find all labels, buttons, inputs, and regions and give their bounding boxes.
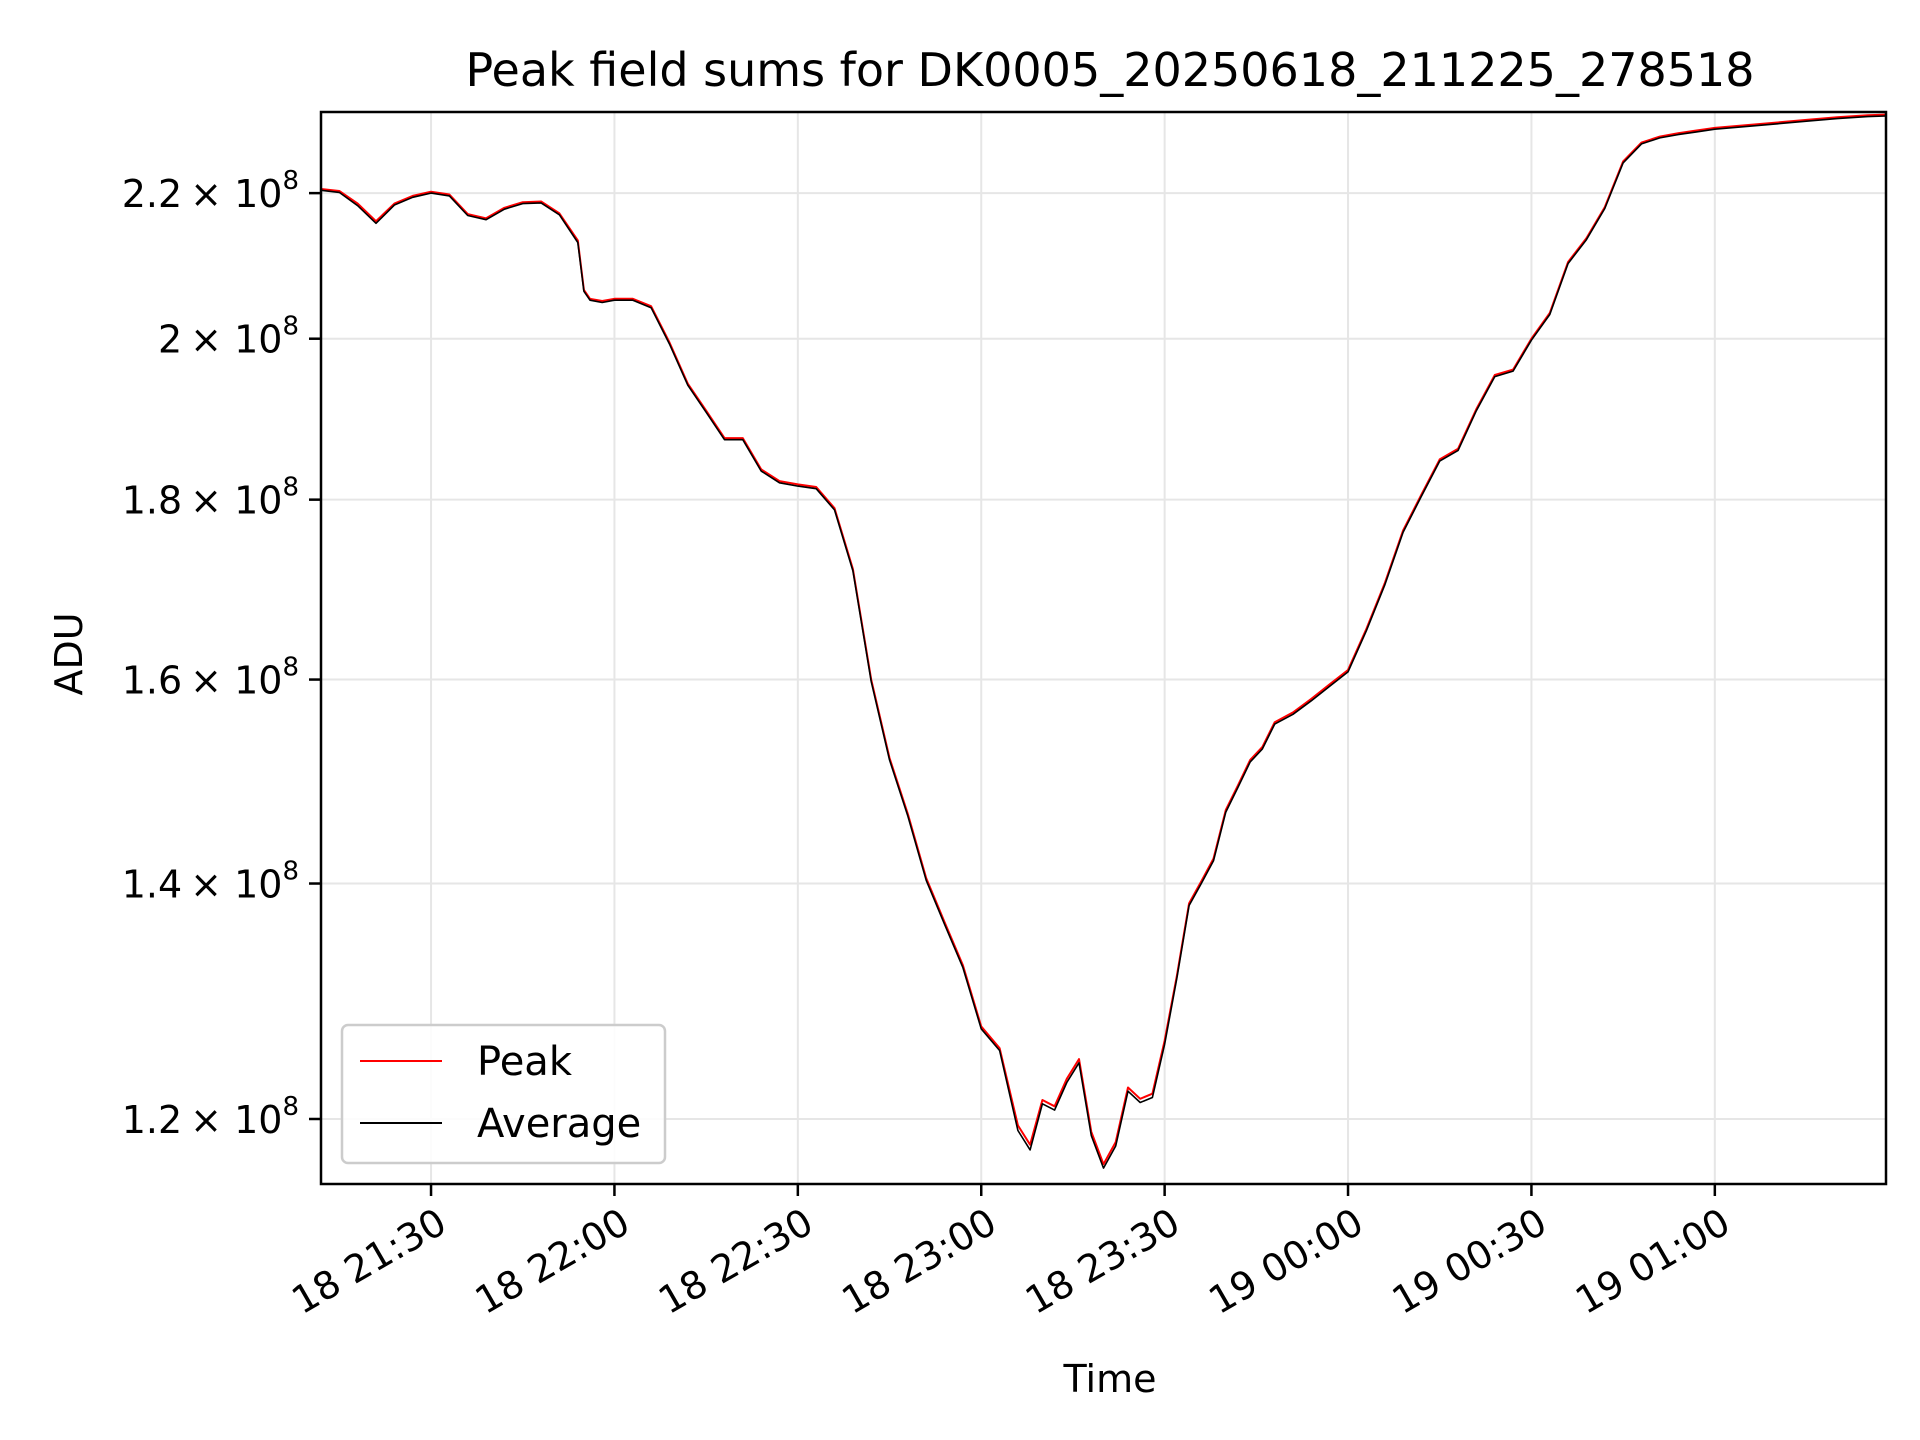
y-tick-mantissa: 1.4	[122, 863, 182, 907]
y-tick-exponent: 8	[282, 857, 299, 887]
legend-box	[340, 1023, 667, 1165]
y-tick-label: 1.2 × 108	[122, 1092, 299, 1142]
y-axis-label: ADU	[47, 612, 91, 695]
y-tick-base: × 10	[190, 659, 282, 703]
y-tick-exponent: 8	[282, 166, 299, 196]
y-tick-mantissa: 1.8	[122, 479, 182, 523]
y-tick-label: 1.4 × 108	[122, 857, 299, 907]
y-tick-label: 1.8 × 108	[122, 473, 299, 523]
y-tick-mantissa: 2	[158, 318, 182, 362]
y-tick-label: 1.6 × 108	[122, 653, 299, 703]
y-tick-mantissa: 1.2	[122, 1098, 182, 1142]
y-tick-base: × 10	[190, 479, 282, 523]
y-tick-exponent: 8	[282, 312, 299, 342]
y-tick-exponent: 8	[282, 473, 299, 503]
series-layer	[321, 113, 1886, 1169]
plot-frame	[319, 110, 1888, 1186]
y-tick-base: × 10	[190, 172, 282, 216]
y-tick-base: × 10	[190, 863, 282, 907]
x-axis-label: Time	[1063, 1357, 1157, 1401]
y-tick-base: × 10	[190, 1098, 282, 1142]
legend: Peak Average	[340, 1023, 667, 1165]
y-tick-exponent: 8	[282, 1092, 299, 1122]
series-line-average	[321, 115, 1886, 1169]
y-tick-label: 2 × 108	[158, 312, 299, 362]
y-tick-mantissa: 2.2	[122, 172, 182, 216]
y-tick-exponent: 8	[282, 653, 299, 683]
y-tick-label: 2.2 × 108	[122, 166, 299, 216]
chart-title: Peak field sums for DK0005_20250618_2112…	[465, 43, 1754, 97]
y-tick-base: × 10	[190, 318, 282, 362]
legend-label-peak: Peak	[477, 1039, 573, 1085]
y-tick-mantissa: 1.6	[122, 659, 182, 703]
legend-label-average: Average	[477, 1101, 641, 1147]
